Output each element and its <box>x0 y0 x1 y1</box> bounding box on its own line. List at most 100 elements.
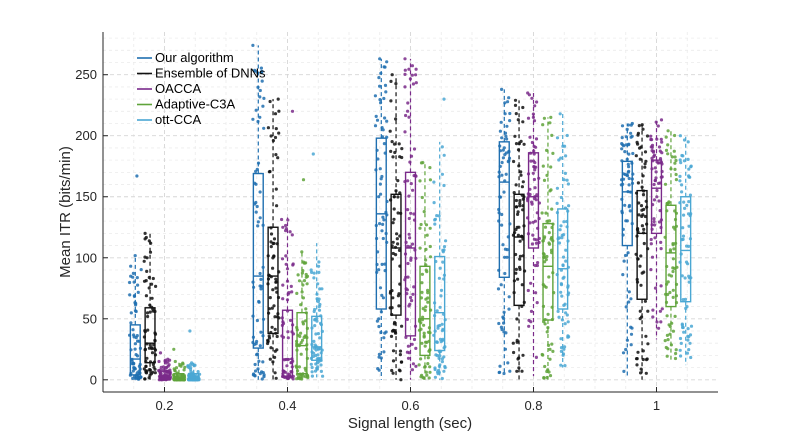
data-point <box>646 342 650 346</box>
data-point <box>398 349 403 353</box>
data-point <box>281 283 285 287</box>
data-point <box>502 146 506 150</box>
box-ott-cca-0.4 <box>309 152 325 378</box>
data-point <box>256 220 260 224</box>
data-point <box>503 255 507 259</box>
data-point <box>406 109 410 113</box>
data-point <box>563 171 568 175</box>
box-oacca-1 <box>649 118 664 340</box>
data-point <box>260 71 264 75</box>
data-point <box>395 232 399 236</box>
data-point <box>391 240 395 244</box>
data-point <box>501 315 505 319</box>
data-point <box>428 166 432 170</box>
data-point <box>373 94 377 98</box>
data-point <box>629 332 634 336</box>
data-point <box>563 144 567 148</box>
axes: 0 50 100 150 200 250 0.2 0.4 0.6 0.8 1 <box>75 32 718 413</box>
data-point <box>652 198 657 202</box>
data-point <box>143 231 147 235</box>
data-point <box>533 186 537 190</box>
data-point <box>396 179 400 183</box>
data-point <box>503 271 507 276</box>
data-point <box>302 335 306 340</box>
data-point <box>304 375 308 379</box>
data-point <box>680 274 684 278</box>
data-point <box>394 253 398 257</box>
data-point <box>517 366 521 370</box>
data-point <box>522 142 526 146</box>
data-point <box>379 192 383 196</box>
data-point <box>144 235 148 240</box>
data-point <box>559 282 564 286</box>
data-point <box>651 315 655 319</box>
data-point <box>145 269 149 273</box>
series-our-algorithm <box>128 43 635 381</box>
data-point <box>440 357 444 361</box>
data-point <box>411 82 415 86</box>
data-point <box>382 142 386 146</box>
data-point <box>412 285 416 289</box>
data-point <box>258 372 262 376</box>
data-point <box>560 294 564 298</box>
data-point <box>271 266 275 270</box>
data-point <box>687 200 691 204</box>
data-point <box>689 355 693 360</box>
data-point <box>321 374 325 378</box>
data-point <box>255 204 259 209</box>
data-point <box>409 211 413 215</box>
data-point <box>275 348 279 352</box>
data-point <box>660 307 664 311</box>
data-point <box>638 264 642 268</box>
data-point <box>533 104 537 108</box>
data-point <box>514 183 518 187</box>
data-point <box>135 276 139 280</box>
data-point <box>269 346 273 350</box>
data-point <box>564 154 568 158</box>
y-tick-label: 100 <box>75 250 97 265</box>
data-point <box>667 200 671 204</box>
data-point <box>277 109 281 113</box>
data-point <box>654 170 658 174</box>
data-point <box>378 84 382 88</box>
data-point <box>514 267 519 271</box>
data-point <box>405 317 409 321</box>
data-point <box>674 158 678 163</box>
data-point <box>505 124 509 128</box>
data-point <box>680 323 685 327</box>
data-point <box>406 179 410 183</box>
data-point <box>507 295 511 299</box>
data-point <box>424 305 428 309</box>
data-point <box>390 73 394 77</box>
data-point <box>564 259 568 263</box>
data-point <box>150 351 155 355</box>
data-point <box>527 324 531 328</box>
data-point <box>685 244 689 248</box>
data-point <box>411 188 415 192</box>
data-point <box>262 96 266 100</box>
data-point <box>299 331 303 335</box>
box-ensemble-of-dnns-0.4 <box>266 97 281 380</box>
series-ensemble-of-dnns <box>142 73 650 382</box>
box <box>390 193 402 316</box>
data-point <box>272 304 276 308</box>
data-point <box>624 305 628 309</box>
data-point <box>270 306 274 310</box>
data-point <box>268 169 272 174</box>
data-point <box>268 357 272 361</box>
data-point <box>409 295 413 300</box>
data-point <box>636 142 640 146</box>
data-point <box>284 254 288 258</box>
data-point <box>644 371 648 375</box>
data-point <box>276 97 280 101</box>
data-point <box>262 126 266 130</box>
data-point <box>621 273 625 277</box>
data-point <box>563 345 567 349</box>
data-point <box>628 209 632 213</box>
data-point <box>377 352 381 356</box>
data-point <box>406 275 410 279</box>
legend-item-ensemble-of-dnns: Ensemble of DNNs <box>137 66 266 81</box>
data-point <box>173 369 177 373</box>
legend-item-our-algorithm: Our algorithm <box>137 50 234 65</box>
